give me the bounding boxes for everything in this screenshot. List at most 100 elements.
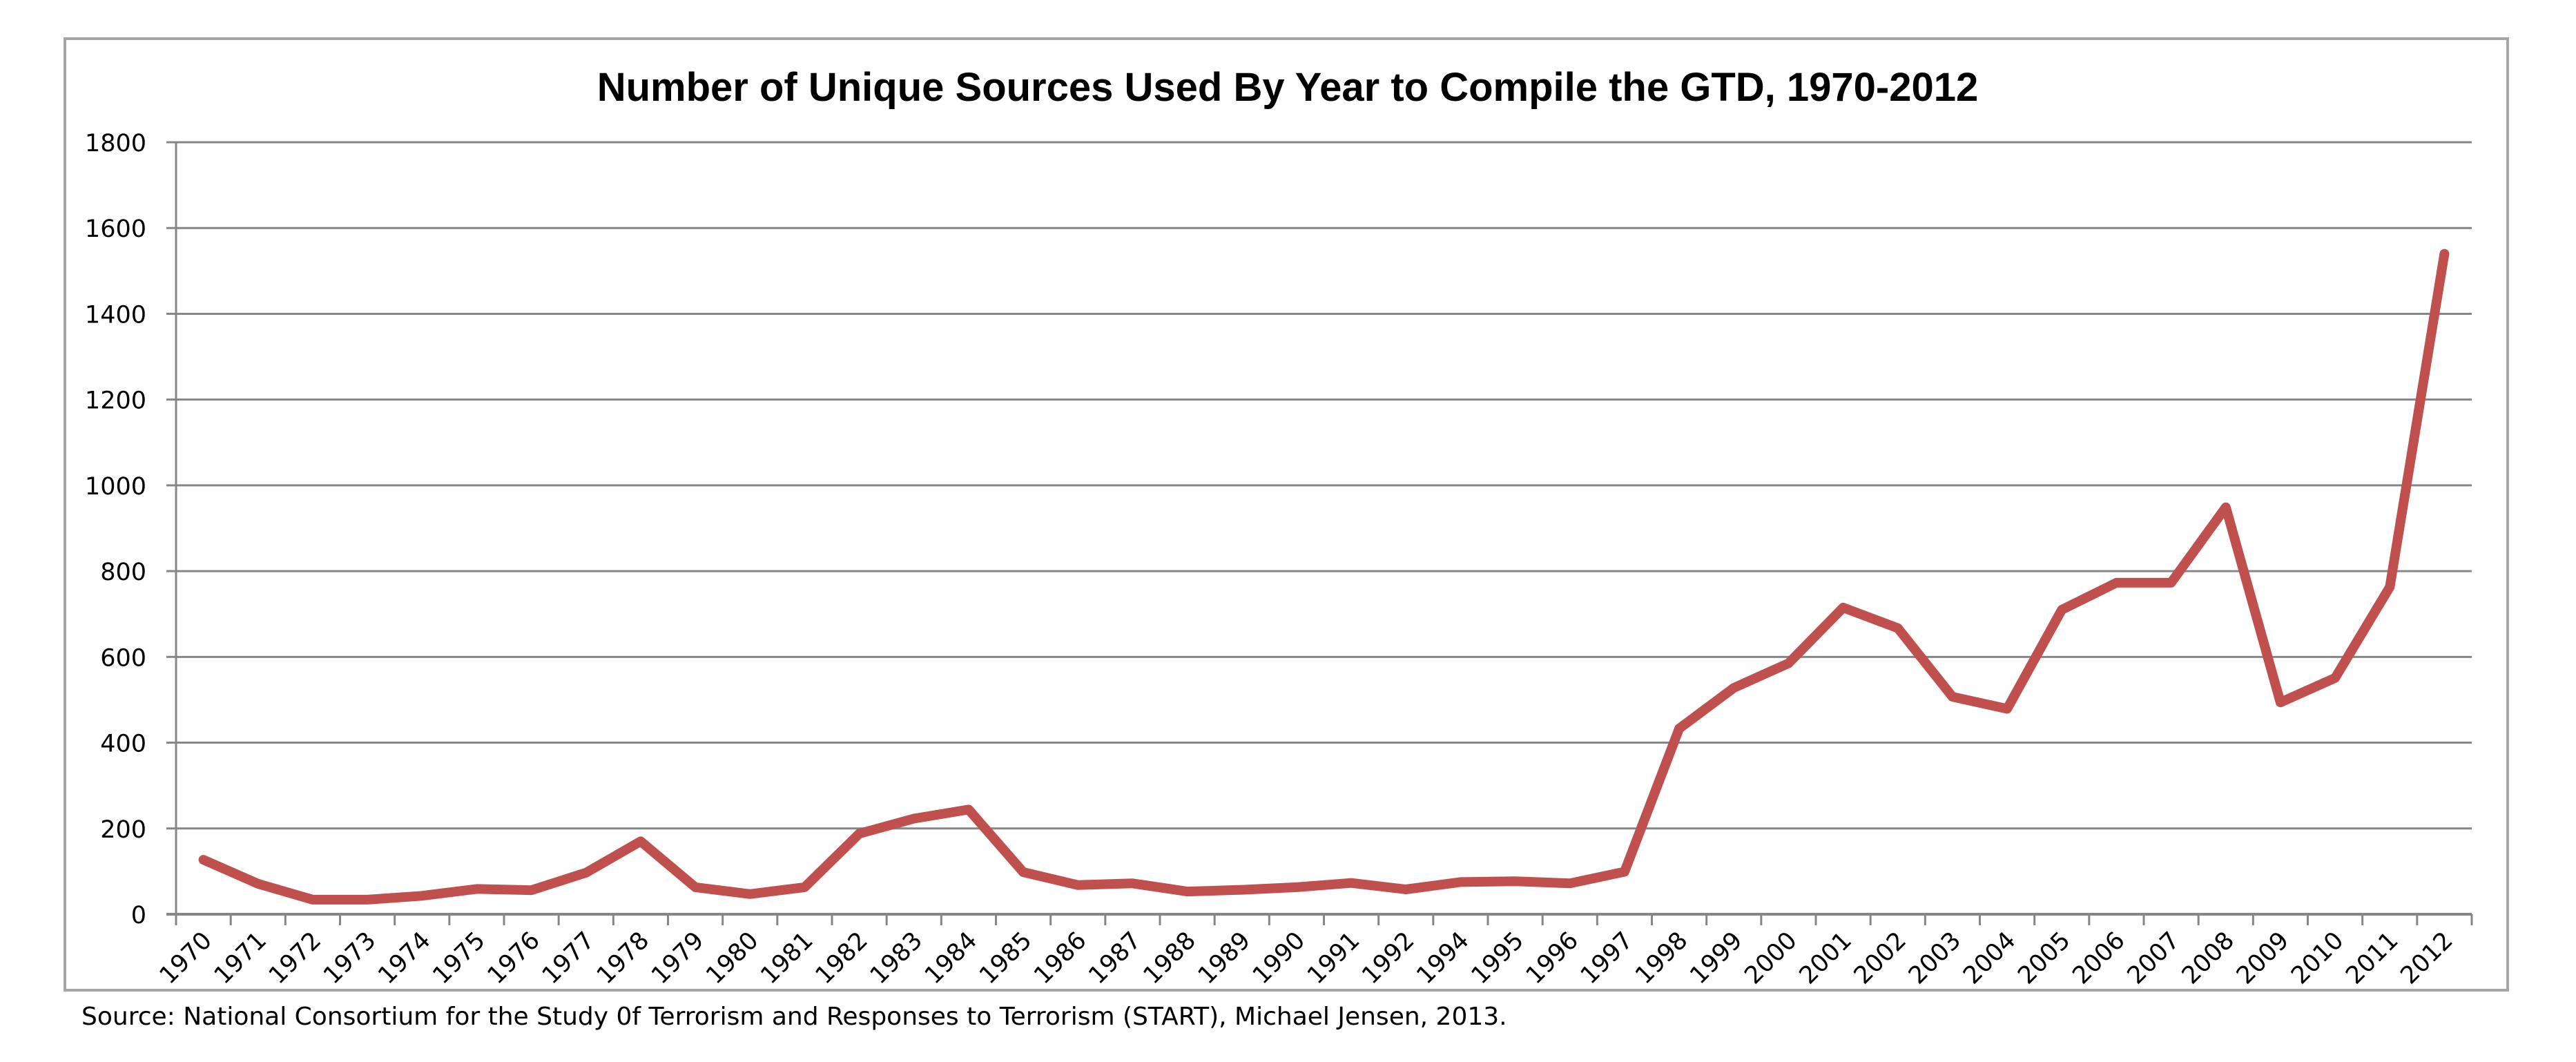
chart-title: Number of Unique Sources Used By Year to…	[597, 65, 1979, 110]
x-tick-label: 1996	[1521, 927, 1584, 989]
x-tick-label: 2005	[2013, 927, 2075, 989]
x-axis: 1970197119721973197419751976197719781979…	[155, 913, 2473, 989]
x-tick-label: 1985	[974, 927, 1037, 989]
data-point	[1624, 871, 1625, 873]
x-tick-label: 2000	[1740, 927, 1803, 989]
y-tick-label: 0	[131, 902, 146, 929]
x-tick-label: 1973	[318, 927, 381, 989]
data-point	[585, 872, 587, 873]
data-point	[2389, 586, 2390, 588]
x-tick-label: 1981	[756, 927, 819, 989]
data-point	[749, 894, 750, 895]
x-tick-label: 1971	[209, 927, 272, 989]
y-tick-label: 600	[100, 644, 146, 672]
x-tick-label: 2010	[2286, 927, 2349, 989]
data-point	[1296, 887, 1297, 888]
data-point	[531, 889, 532, 891]
x-tick-label: 2006	[2068, 927, 2131, 989]
x-tick-label: 2008	[2177, 927, 2240, 989]
y-tick-label: 800	[100, 559, 146, 586]
x-tick-label: 1998	[1630, 927, 1693, 989]
data-point	[1077, 885, 1078, 886]
x-tick-label: 1986	[1029, 927, 1092, 989]
x-tick-label: 1994	[1412, 927, 1475, 989]
data-point	[913, 818, 915, 819]
x-tick-label: 1992	[1357, 927, 1420, 989]
x-tick-label: 1972	[264, 927, 327, 989]
data-point	[1897, 628, 1899, 629]
data-point	[1132, 882, 1133, 884]
data-point	[1460, 881, 1461, 882]
data-point	[2115, 582, 2117, 583]
data-point	[312, 899, 313, 900]
data-point	[258, 883, 259, 885]
data-point	[2443, 253, 2445, 254]
data-point	[2280, 702, 2281, 703]
x-tick-label: 1991	[1302, 927, 1365, 989]
x-tick-label: 2009	[2231, 927, 2294, 989]
data-point	[2225, 507, 2227, 508]
data-point	[203, 859, 204, 860]
x-tick-label: 1997	[1576, 927, 1638, 989]
x-tick-label: 2011	[2341, 927, 2403, 989]
data-point	[1241, 889, 1243, 891]
data-point	[421, 895, 423, 896]
x-tick-label: 1984	[920, 927, 982, 989]
x-tick-label: 1970	[155, 927, 217, 989]
data-point	[859, 833, 860, 834]
x-tick-label: 2001	[1794, 927, 1857, 989]
data-point	[640, 840, 641, 842]
data-point	[1843, 607, 1844, 608]
y-tick-label: 1800	[85, 130, 146, 157]
x-tick-label: 1988	[1139, 927, 1201, 989]
data-point	[1515, 880, 1516, 882]
x-tick-label: 1982	[811, 927, 873, 989]
data-point	[1023, 871, 1024, 873]
x-tick-label: 2003	[1904, 927, 1966, 989]
x-tick-label: 1995	[1466, 927, 1529, 989]
x-tick-label: 1979	[646, 927, 709, 989]
x-tick-label: 1980	[701, 927, 764, 989]
series-layer	[198, 249, 2450, 905]
data-point	[1788, 663, 1789, 664]
x-tick-label: 2007	[2122, 927, 2185, 989]
data-point	[367, 899, 368, 900]
y-tick-label: 1600	[85, 215, 146, 243]
y-tick-label: 400	[100, 731, 146, 758]
x-tick-label: 1974	[373, 927, 436, 989]
x-tick-label: 2004	[1958, 927, 2021, 989]
data-point	[968, 809, 969, 810]
data-point	[2006, 708, 2008, 709]
data-point	[2061, 609, 2062, 610]
data-point	[1952, 696, 1953, 697]
y-tick-label: 1400	[85, 301, 146, 329]
data-point	[695, 887, 696, 888]
x-tick-label: 1978	[592, 927, 655, 989]
x-tick-label: 1977	[537, 927, 600, 989]
y-axis: 0 200 400 600 800 1000 1200 1400 1600 1800	[85, 130, 177, 929]
data-point	[2171, 582, 2172, 583]
data-point	[2334, 677, 2336, 679]
y-tick-label: 1200	[85, 387, 146, 415]
x-tick-label: 1987	[1084, 927, 1147, 989]
data-point	[804, 887, 805, 888]
series-line	[198, 249, 2450, 905]
data-point	[1678, 728, 1680, 729]
data-point	[1569, 882, 1571, 884]
x-tick-label: 1990	[1248, 927, 1310, 989]
x-tick-label: 1976	[483, 927, 545, 989]
x-tick-label: 1975	[428, 927, 491, 989]
data-point	[1733, 687, 1734, 688]
data-point	[1187, 891, 1188, 892]
x-tick-label: 2012	[2396, 927, 2459, 989]
source-note: Source: National Consortium for the Stud…	[81, 1003, 1507, 1031]
x-tick-label: 1989	[1193, 927, 1256, 989]
x-tick-label: 1999	[1685, 927, 1747, 989]
data-point	[1405, 889, 1406, 890]
x-tick-label: 2002	[1849, 927, 1912, 989]
data-point	[476, 888, 477, 889]
chart-frame	[64, 37, 2509, 992]
gridlines	[176, 141, 2472, 830]
data-point	[1350, 882, 1352, 884]
x-tick-label: 1983	[865, 927, 928, 989]
